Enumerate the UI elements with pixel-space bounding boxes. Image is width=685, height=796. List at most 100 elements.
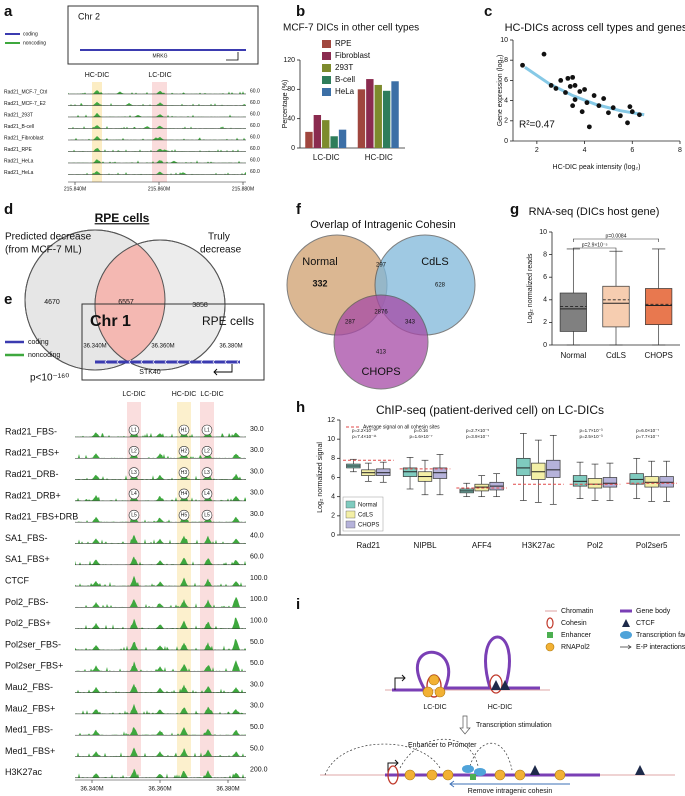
set-label: CdLS	[421, 256, 449, 268]
strand-mark	[140, 359, 144, 365]
strand-mark	[188, 359, 192, 365]
x-tick-label: 2	[535, 147, 539, 154]
y-tick-label: 6	[504, 77, 508, 84]
y-axis-title: Percentage (%)	[282, 80, 289, 129]
venn-title: RPE cells	[95, 211, 150, 225]
panel-letter: e	[4, 291, 12, 308]
signal-track	[68, 125, 246, 129]
track-scale: 30.0	[250, 703, 264, 710]
signal-track	[75, 683, 246, 693]
marker-label: L1	[131, 427, 137, 433]
signal-track	[68, 90, 246, 94]
legend-swatch	[322, 88, 331, 96]
stimulation-arrow	[459, 715, 471, 735]
track-scale: 50.0	[250, 745, 264, 752]
legend-item	[547, 632, 553, 638]
rnapol2	[422, 686, 434, 698]
track-scale: 50.0	[250, 724, 264, 731]
signal-track	[68, 112, 246, 117]
bar	[322, 120, 330, 148]
track-name: Rad21_RPE	[4, 147, 32, 153]
tss-arrow	[394, 674, 406, 690]
region-label: LC-DIC	[200, 391, 223, 398]
marker-label: H3	[181, 470, 188, 476]
point	[563, 90, 568, 95]
y-tick-label: 2	[331, 513, 335, 520]
track-scale: 60.0	[250, 134, 260, 140]
legend-label: noncoding	[28, 352, 60, 359]
track-name: Rad21_DRB+	[5, 490, 61, 500]
p-value: p=0.0084	[606, 233, 627, 239]
p-value: p=2.9×10⁻⁵	[582, 242, 608, 248]
signal-track	[75, 491, 246, 501]
track-name: Pol2ser_FBS+	[5, 661, 63, 671]
y-tick-label: 0	[331, 532, 335, 539]
track-scale: 100.0	[250, 596, 268, 603]
venn-label: (from MCF-7 ML)	[5, 245, 82, 256]
point	[625, 120, 630, 126]
legend-label: Fibroblast	[335, 51, 371, 60]
marker-label: L5	[204, 513, 210, 519]
signal-track	[75, 617, 246, 629]
legend-label: Cohesin	[561, 620, 587, 627]
legend-swatch	[322, 40, 331, 48]
legend-label: HeLa	[335, 87, 355, 96]
venn-count: 343	[405, 320, 416, 326]
point	[572, 97, 578, 102]
marker-circle	[201, 424, 213, 436]
marker-label: L3	[204, 470, 210, 476]
gene-label: MRKG	[153, 53, 168, 59]
chart-title: RNA-seq (DICs host gene)	[529, 206, 660, 218]
rnapol2	[494, 769, 506, 781]
rnapol2	[428, 674, 440, 686]
x-tick-label: CdLS	[606, 351, 626, 360]
marker-circle	[201, 467, 213, 478]
marker-label: H5	[181, 513, 188, 519]
box	[645, 288, 673, 326]
marker-label: H4	[181, 491, 188, 497]
signal-track	[75, 575, 246, 587]
track-name: SA1_FBS+	[5, 554, 50, 564]
legend-swatch	[322, 64, 331, 72]
track-scale: 30.0	[250, 681, 264, 688]
venn-outline	[24, 229, 166, 371]
y-axis-title: Gene expression (log₂)	[497, 55, 504, 127]
x-tick-label: NIPBL	[413, 541, 437, 550]
p-value: p=1.6×10⁻⁷	[409, 434, 432, 439]
box-tick-label: 36.380M	[219, 344, 242, 350]
set-label: CHOPS	[361, 366, 400, 378]
marker-label: L4	[131, 491, 137, 497]
track-name: CTCF	[5, 575, 29, 585]
ctcf	[491, 680, 501, 690]
x-tick-label: LC-DIC	[313, 153, 340, 162]
rnapol2	[404, 769, 416, 781]
venn-label: Predicted decrease	[5, 232, 92, 243]
signal-track	[75, 639, 246, 650]
marker-label: L5	[131, 513, 137, 519]
p-value: p=2.5×10⁻³	[580, 434, 603, 439]
x-tick-label: CHOPS	[644, 351, 672, 360]
p-value: p=6.0×10⁻⁷	[636, 428, 659, 433]
x-tick-label: 6	[630, 147, 634, 154]
marker-circle	[128, 424, 140, 436]
y-tick-label: 0	[291, 145, 295, 152]
track-scale: 60.0	[250, 88, 260, 94]
rnapol2	[426, 769, 438, 781]
y-tick-label: 120	[283, 57, 295, 64]
marker-label: H1	[181, 427, 188, 433]
point	[606, 110, 611, 116]
enhancer	[470, 774, 476, 780]
legend-swatch	[345, 520, 356, 529]
fit-line	[524, 66, 645, 117]
marker-circle	[201, 488, 213, 500]
legend-item	[622, 619, 630, 627]
gene-label: STK40	[139, 369, 161, 376]
track-scale: 100.0	[250, 618, 268, 625]
signal-track	[75, 512, 246, 523]
track-scale: 60.0	[250, 169, 260, 175]
track-name: Mau2_FBS-	[5, 682, 53, 692]
point	[582, 87, 587, 92]
marker-circle	[178, 445, 190, 457]
strand-mark	[128, 359, 132, 365]
